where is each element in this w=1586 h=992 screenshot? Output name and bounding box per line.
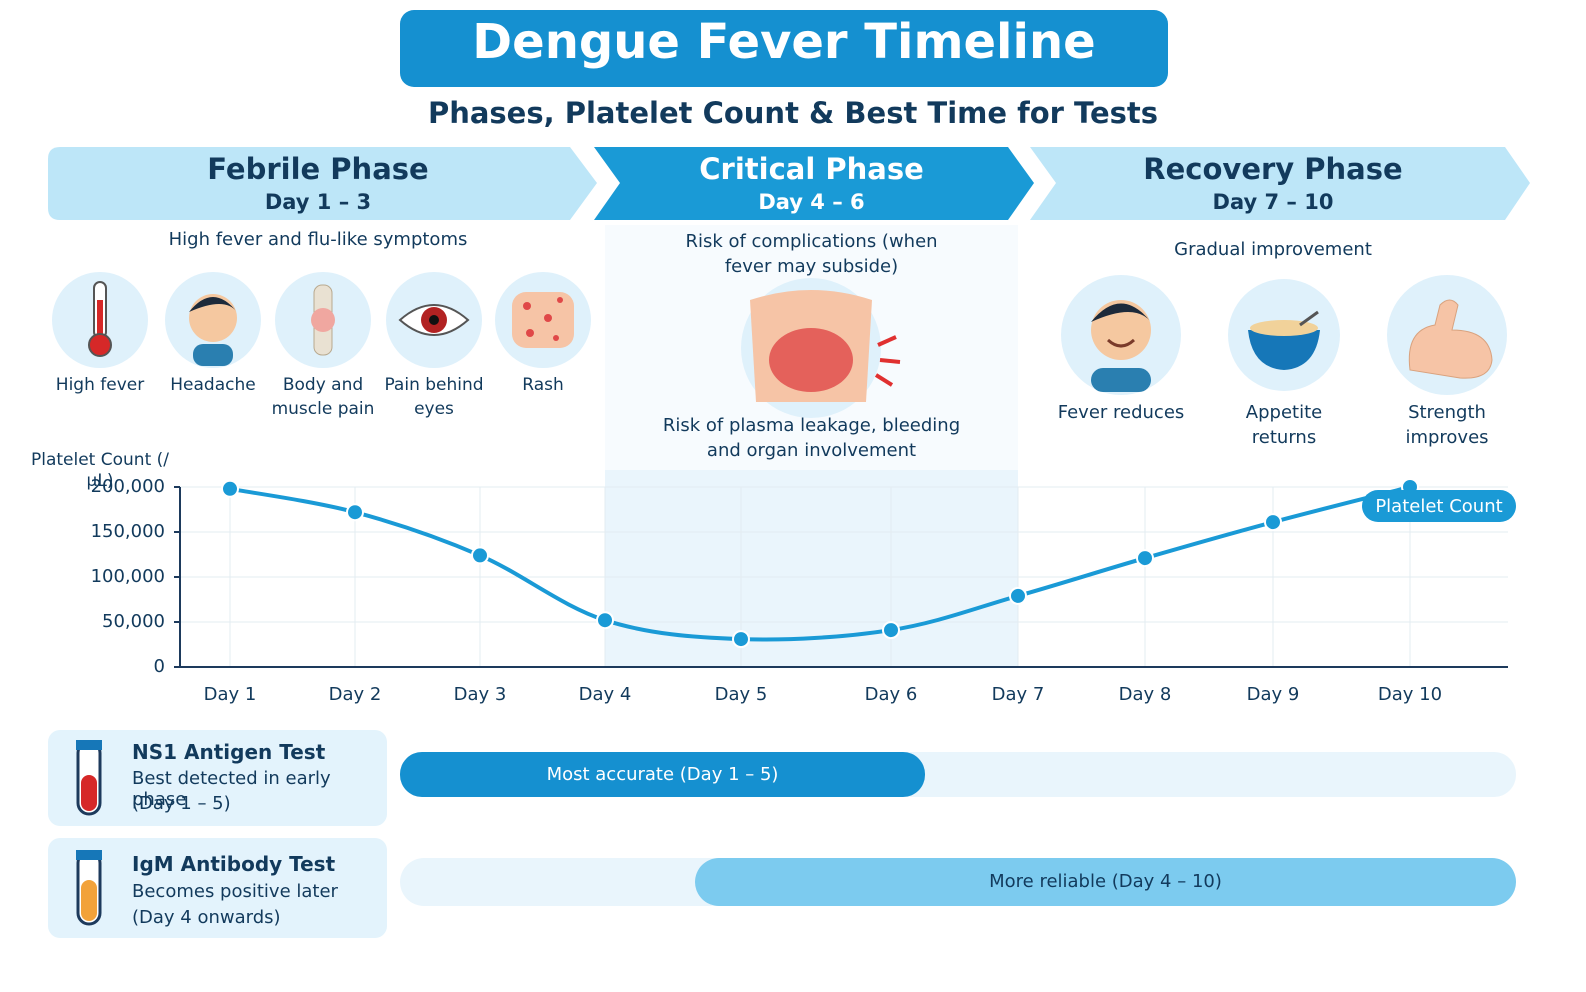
critical-icon	[741, 278, 901, 418]
data-point	[346, 503, 364, 522]
phase-note: Risk of plasma leakage, bleeding and org…	[662, 415, 961, 461]
data-point	[596, 611, 614, 630]
test-name: IgM Antibody Test	[132, 852, 336, 876]
phase-days: Day 7 – 10	[1212, 190, 1334, 214]
y-tick-label: 100,000	[91, 566, 165, 587]
symptom-label: Rash	[522, 375, 564, 395]
phase-name: Critical Phase	[699, 152, 924, 186]
x-tick-label: Day 7	[992, 684, 1045, 705]
febrile-icons	[52, 272, 591, 368]
symptom-label: Headache	[170, 375, 256, 395]
phase-name: Febrile Phase	[207, 152, 429, 186]
phase-description: High fever and flu-like symptoms	[168, 229, 468, 250]
phase-days: Day 1 – 3	[264, 190, 372, 214]
x-tick-label: Day 6	[865, 684, 918, 705]
data-point	[1009, 586, 1027, 605]
y-tick-label: 200,000	[91, 476, 165, 497]
phase-name: Recovery Phase	[1143, 152, 1403, 186]
test-window	[400, 752, 925, 797]
x-tick-label: Day 1	[204, 684, 257, 705]
phase-description: Risk of complications (when fever may su…	[685, 231, 938, 277]
test-card	[48, 838, 387, 938]
symptom-label: High fever	[55, 375, 145, 395]
platelet-chart: 0 50,000 100,000 150,000 200,000 Day 1 Day 2 Da…	[91, 476, 1516, 705]
phase-banner	[48, 147, 597, 220]
subtitle: Phases, Platelet Count & Best Time for T…	[427, 96, 1159, 130]
series-line	[229, 485, 1411, 642]
x-tick-label: Day 8	[1119, 684, 1172, 705]
legend-pill	[1362, 490, 1516, 522]
y-tick-label: 150,000	[91, 521, 165, 542]
x-tick-label: Day 2	[329, 684, 382, 705]
x-tick-label: Day 5	[715, 684, 768, 705]
data-point	[882, 621, 900, 640]
data-point	[732, 630, 750, 649]
data-point	[1264, 513, 1282, 532]
phase-description: Gradual improvement	[1174, 239, 1372, 260]
recovery-label: Appetite returns	[1245, 402, 1323, 448]
symptom-label: Pain behind eyes	[384, 375, 484, 419]
data-point	[1136, 549, 1154, 568]
x-tick-label: Day 10	[1378, 684, 1442, 705]
test-tube	[76, 740, 102, 816]
test-range: (Day 1 – 5)	[132, 793, 231, 814]
phase-banner	[594, 147, 1034, 220]
recovery-label: Fever reduces	[1057, 402, 1185, 423]
recovery-label: Strength improves	[1405, 402, 1489, 448]
test-name: NS1 Antigen Test	[132, 740, 326, 764]
x-tick-label: Day 3	[454, 684, 507, 705]
data-point	[221, 479, 239, 498]
symptom-label: Body and muscle pain	[271, 375, 375, 419]
title: Dengue Fever Timeline	[472, 14, 1096, 70]
y-axis-title: Platelet Count (/µL)	[30, 450, 170, 491]
test-bar-label: More reliable (Day 4 – 10)	[989, 871, 1222, 892]
x-tick-label: Day 4	[579, 684, 632, 705]
phase-days: Day 4 – 6	[758, 190, 865, 214]
legend-label: Platelet Count	[1375, 496, 1502, 517]
data-point	[471, 546, 489, 565]
test-description: Best detected in early phase	[132, 768, 331, 810]
test-range: (Day 4 onwards)	[132, 907, 281, 928]
test-card	[48, 730, 387, 826]
phase-banner	[1030, 147, 1530, 220]
test-description: Becomes positive later	[132, 881, 338, 902]
title-box	[400, 10, 1168, 87]
test-tube	[76, 850, 102, 926]
y-tick-label: 0	[154, 656, 165, 677]
recovery-icons	[1061, 275, 1507, 395]
x-tick-label: Day 9	[1247, 684, 1300, 705]
y-tick-label: 50,000	[102, 611, 165, 632]
test-bar-label: Most accurate (Day 1 – 5)	[546, 764, 779, 785]
test-window	[695, 858, 1516, 906]
